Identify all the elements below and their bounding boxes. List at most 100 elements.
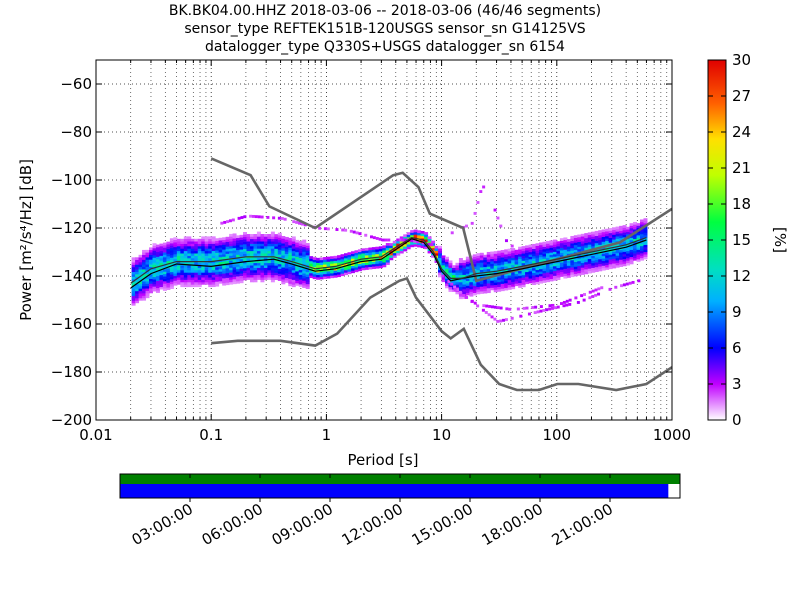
colorbar-tick-label: 27: [732, 87, 751, 105]
heatmap-cell: [288, 276, 293, 279]
heatmap-cell: [222, 246, 227, 250]
heatmap-cell: [309, 256, 314, 259]
heatmap-cell: [584, 264, 589, 267]
heatmap-cell: [584, 259, 589, 263]
heatmap-cell: [357, 266, 362, 269]
heatmap-cell: [608, 254, 613, 258]
heatmap-cell: [559, 240, 564, 244]
heatmap-cell: [344, 265, 348, 268]
heatmap-cell: [615, 262, 620, 266]
heatmap-cell: [577, 244, 582, 247]
heatmap-cell: [211, 250, 216, 254]
heatmap-cell: [267, 250, 272, 254]
heatmap-cell: [152, 259, 157, 263]
heatmap-cell: [190, 248, 195, 252]
heatmap-cell: [577, 268, 582, 271]
heatmap-cell: [570, 235, 575, 239]
heatmap-cell: [612, 239, 617, 243]
heatmap-outlier-cell: [510, 244, 514, 248]
heatmap-cell: [211, 279, 216, 283]
heatmap-cell: [305, 257, 310, 261]
heatmap-cell: [633, 226, 638, 230]
heatmap-cell: [601, 267, 606, 271]
heatmap-cell: [187, 265, 192, 268]
heatmap-cell: [504, 256, 509, 260]
heatmap-cell: [566, 265, 571, 269]
heatmap-cell: [288, 283, 293, 287]
heatmap-cell: [201, 243, 206, 247]
colorbar-tick-label: 15: [732, 231, 751, 249]
heatmap-cell: [183, 277, 188, 280]
heatmap-cell: [183, 272, 188, 276]
heatmap-cell: [166, 280, 171, 283]
heatmap-cell: [434, 253, 439, 256]
heatmap-cell: [166, 256, 171, 259]
heatmap-cell: [552, 256, 557, 260]
heatmap-cell: [270, 236, 275, 240]
heatmap-cell: [497, 262, 502, 266]
heatmap-cell: [256, 260, 261, 264]
heatmap-cell: [288, 245, 293, 248]
heatmap-outlier-cell: [591, 289, 595, 293]
heatmap-cell: [458, 286, 463, 290]
heatmap-cell: [619, 233, 624, 236]
heatmap-outlier-cell: [553, 306, 557, 310]
heatmap-cell: [629, 225, 634, 229]
heatmap-cell: [563, 271, 568, 274]
heatmap-cell: [253, 238, 258, 242]
heatmap-cell: [187, 241, 192, 244]
heatmap-cell: [135, 269, 140, 272]
heatmap-cell: [350, 270, 355, 274]
heatmap-cell: [159, 255, 164, 259]
heatmap-outlier-cell: [364, 233, 368, 237]
heatmap-cell: [295, 242, 300, 245]
heatmap-cell: [211, 272, 216, 276]
heatmap-cell: [340, 270, 345, 274]
heatmap-cell: [330, 270, 335, 274]
heatmap-cell: [591, 241, 596, 244]
heatmap-cell: [302, 256, 307, 260]
heatmap-cell: [201, 270, 206, 273]
heatmap-outlier-cell: [534, 305, 538, 309]
heatmap-cell: [382, 264, 387, 268]
heatmap-cell: [176, 250, 181, 254]
heatmap-cell: [284, 248, 289, 252]
heatmap-cell: [243, 251, 248, 254]
heatmap-cell: [215, 279, 220, 282]
heatmap-cell: [291, 282, 296, 285]
heatmap-cell: [615, 233, 620, 237]
heatmap-cell: [291, 246, 296, 249]
heatmap-cell: [309, 260, 314, 264]
heatmap-cell: [619, 228, 624, 231]
heatmap-cell: [507, 275, 512, 278]
heatmap-cell: [532, 270, 537, 274]
heatmap-outlier-cell: [591, 295, 595, 298]
heatmap-cell: [149, 288, 153, 291]
heatmap-cell: [176, 253, 181, 256]
heatmap-cell: [316, 277, 321, 280]
heatmap-cell: [197, 250, 202, 254]
heatmap-cell: [194, 246, 199, 249]
heatmap-cell: [396, 252, 401, 256]
heatmap-cell: [197, 248, 202, 252]
heatmap-cell: [559, 254, 564, 258]
heatmap-cell: [330, 263, 335, 267]
heatmap-cell: [222, 282, 227, 286]
heatmap-cell: [142, 249, 147, 253]
heatmap-cell: [208, 284, 213, 288]
heatmap-cell: [162, 252, 167, 255]
heatmap-cell: [493, 260, 498, 264]
heatmap-cell: [451, 272, 456, 276]
heatmap-outlier-cell: [620, 284, 624, 288]
heatmap-cell: [187, 270, 192, 273]
heatmap-cell: [580, 238, 585, 242]
heatmap-outlier-cell: [562, 300, 566, 304]
heatmap-outlier-cell: [502, 318, 506, 322]
heatmap-cell: [472, 254, 477, 258]
heatmap-cell: [135, 274, 140, 277]
heatmap-cell: [326, 271, 331, 274]
heatmap-cell: [622, 241, 627, 245]
heatmap-cell: [312, 264, 317, 268]
heatmap-cell: [451, 279, 456, 283]
heatmap-cell: [180, 248, 185, 252]
